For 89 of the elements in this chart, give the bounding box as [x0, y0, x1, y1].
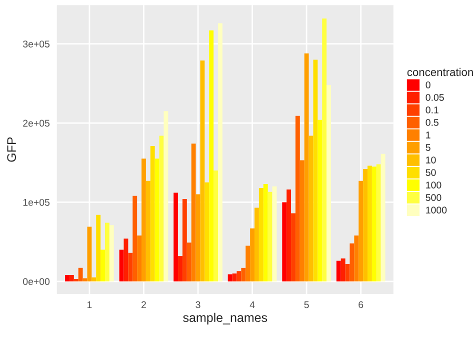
bar	[132, 196, 138, 282]
bar	[78, 268, 83, 282]
bar	[258, 188, 264, 282]
bar	[204, 182, 210, 282]
bar	[263, 184, 268, 282]
bar	[246, 246, 250, 282]
bar	[232, 273, 237, 282]
bar	[137, 235, 142, 282]
bar	[300, 160, 304, 282]
bar	[209, 30, 214, 282]
legend-label: 100	[426, 182, 442, 188]
x-tick-label: 3	[196, 301, 200, 308]
y-axis-title: GFP	[7, 137, 16, 162]
bar	[150, 146, 155, 282]
bar	[69, 275, 74, 282]
bar	[178, 256, 182, 282]
x-tick-label: 2	[142, 301, 146, 308]
bar	[92, 277, 96, 282]
bar	[124, 238, 128, 282]
bar	[350, 243, 354, 282]
bar	[100, 250, 105, 282]
bar	[241, 268, 246, 282]
bar	[304, 53, 309, 282]
bar	[96, 214, 101, 282]
bar	[363, 168, 368, 282]
bar	[218, 23, 222, 282]
bar	[268, 192, 272, 282]
legend-label: 500	[426, 194, 442, 202]
bar	[313, 60, 318, 282]
legend-label: 5	[426, 144, 430, 151]
legend-label: 0.5	[426, 119, 438, 126]
bar	[326, 85, 331, 282]
bar	[291, 213, 296, 282]
bar	[322, 18, 327, 282]
bar	[372, 166, 376, 282]
bar	[82, 278, 88, 282]
bar	[286, 190, 292, 282]
bar	[87, 226, 92, 282]
x-tick-label: 6	[358, 301, 364, 308]
bar	[214, 170, 218, 282]
bar	[191, 144, 196, 282]
legend-label: 1	[426, 132, 430, 138]
bar	[128, 252, 133, 282]
y-tick-label: 1e+05	[23, 198, 50, 206]
bar	[368, 166, 372, 282]
bar	[345, 264, 350, 282]
bar	[186, 242, 192, 282]
x-tick-label: 4	[250, 301, 255, 308]
x-tick-label: 1	[87, 301, 92, 308]
bar	[182, 199, 187, 282]
bar	[164, 111, 168, 282]
legend-label: 0.05	[426, 94, 444, 101]
legend-label: 1000	[426, 206, 447, 214]
bar	[174, 192, 178, 282]
bar	[142, 158, 146, 282]
legend-label: 50	[426, 169, 436, 176]
bar	[272, 186, 277, 282]
bar	[318, 120, 322, 282]
bar	[196, 194, 200, 282]
x-tick-label: 5	[304, 301, 309, 308]
bar	[295, 116, 300, 282]
bar	[254, 208, 259, 282]
bar	[376, 164, 381, 282]
legend-title: concentration	[407, 68, 473, 76]
bar	[146, 180, 150, 282]
bar	[354, 235, 359, 282]
bar	[282, 202, 287, 282]
y-tick-label: 3e+05	[23, 40, 50, 48]
bar	[154, 158, 160, 282]
bar	[358, 180, 364, 282]
bar	[340, 258, 346, 282]
y-tick-label: 0e+00	[23, 278, 50, 286]
legend-label: 0.1	[426, 106, 438, 114]
legend-label: 0	[426, 81, 430, 88]
legend-label: 10	[426, 156, 436, 164]
bar	[119, 250, 124, 282]
bar	[380, 154, 386, 282]
x-axis-title: sample_names	[183, 312, 268, 324]
bar	[250, 228, 255, 282]
bar	[200, 60, 205, 282]
bar	[228, 274, 232, 282]
bar	[236, 271, 242, 282]
bar	[159, 136, 164, 282]
bar	[104, 222, 110, 282]
bar	[336, 260, 341, 282]
y-tick-label: 2e+05	[23, 120, 50, 127]
bar	[308, 136, 314, 282]
bar	[65, 275, 70, 282]
bar	[109, 225, 114, 282]
